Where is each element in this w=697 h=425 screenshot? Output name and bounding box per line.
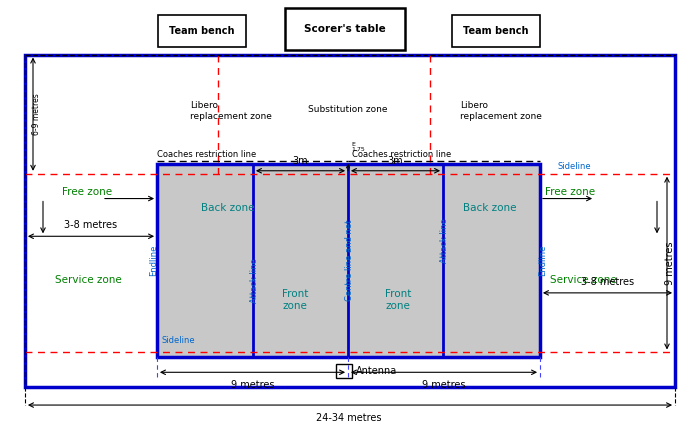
Text: Service zone: Service zone xyxy=(55,275,122,285)
Bar xyxy=(336,364,352,378)
Text: Team bench: Team bench xyxy=(464,26,529,36)
Text: 3-8 metres: 3-8 metres xyxy=(64,220,118,230)
Bar xyxy=(25,54,675,387)
Text: Endline: Endline xyxy=(539,245,548,276)
Text: Endline: Endline xyxy=(149,245,158,276)
Text: Sideline: Sideline xyxy=(162,336,196,345)
Text: 3-8 metres: 3-8 metres xyxy=(581,277,634,287)
Text: Substitution zone: Substitution zone xyxy=(308,105,388,114)
Text: Service zone: Service zone xyxy=(550,275,617,285)
Text: 3m: 3m xyxy=(388,156,404,166)
Bar xyxy=(157,164,540,357)
Bar xyxy=(285,8,405,50)
Text: Attack line: Attack line xyxy=(250,258,259,303)
Text: 9 metres: 9 metres xyxy=(665,241,675,285)
Text: Attack line: Attack line xyxy=(441,218,450,263)
Text: Libero
replacement zone: Libero replacement zone xyxy=(460,102,542,121)
Text: Scorer's table: Scorer's table xyxy=(304,24,386,34)
Text: 9 metres: 9 metres xyxy=(231,380,274,390)
Text: 24-34 metres: 24-34 metres xyxy=(316,413,381,423)
Text: Front
zone: Front zone xyxy=(385,289,411,311)
Text: Back zone: Back zone xyxy=(201,204,254,213)
Text: Sideline: Sideline xyxy=(558,162,592,171)
Bar xyxy=(452,15,540,47)
Text: Centre line and net: Centre line and net xyxy=(346,220,355,301)
Text: Team bench: Team bench xyxy=(169,26,235,36)
Text: Libero
replacement zone: Libero replacement zone xyxy=(190,102,272,121)
Text: Free zone: Free zone xyxy=(545,187,595,197)
Text: Back zone: Back zone xyxy=(464,204,516,213)
Text: 6-9 metres: 6-9 metres xyxy=(33,94,42,135)
Text: Coaches restriction line: Coaches restriction line xyxy=(157,150,256,159)
Text: Front
zone: Front zone xyxy=(282,289,308,311)
Bar xyxy=(158,15,246,47)
Text: Antenna: Antenna xyxy=(356,366,397,376)
Text: Free zone: Free zone xyxy=(62,187,112,197)
Text: 3m: 3m xyxy=(293,156,308,166)
Text: E
1.75: E 1.75 xyxy=(351,142,365,152)
Text: Coaches restriction line: Coaches restriction line xyxy=(352,150,451,159)
Text: 9 metres: 9 metres xyxy=(422,380,466,390)
